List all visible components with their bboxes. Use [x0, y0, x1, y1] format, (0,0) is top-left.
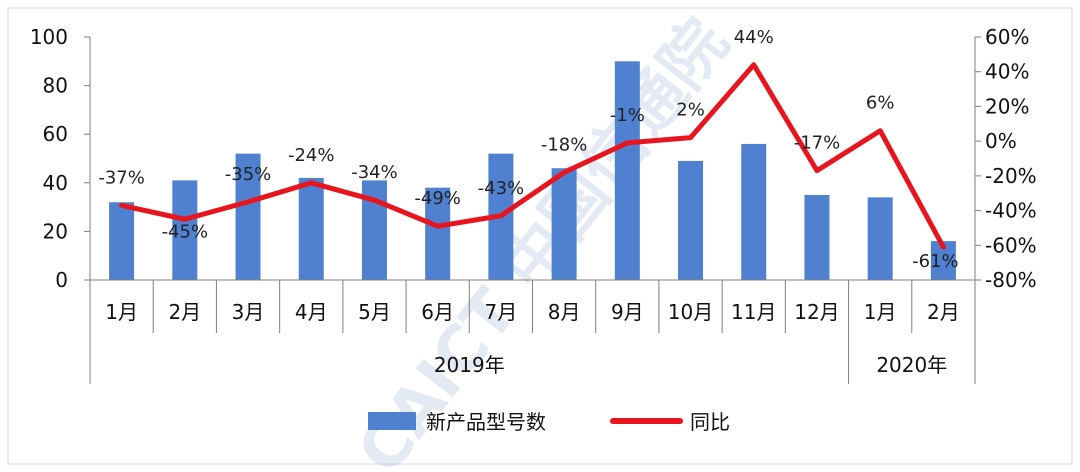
- legend: 新产品型号数 同比: [368, 410, 730, 434]
- x-tick-label-4: 5月: [358, 300, 391, 324]
- bar-series: [109, 61, 956, 280]
- x-group-label-1: 2020年: [876, 353, 947, 377]
- x-tick-label-0: 1月: [105, 300, 138, 324]
- x-tick-label-5: 6月: [421, 300, 454, 324]
- y-right-tick-label-0: -80%: [985, 268, 1037, 292]
- legend-label-bars: 新产品型号数: [426, 410, 546, 434]
- x-tick-label-8: 9月: [611, 300, 644, 324]
- data-label-3: -24%: [288, 145, 335, 166]
- axes: 0 20 40 60 80 100 -80% -60% -40% -20% 0% 20% 40% 60% 1…: [30, 25, 1037, 384]
- y-left-tick-label-5: 100: [30, 25, 68, 49]
- data-label-6: -43%: [478, 178, 525, 199]
- data-label-7: -18%: [541, 134, 588, 155]
- data-label-5: -49%: [414, 188, 461, 209]
- bar-2: [235, 153, 261, 280]
- y-right-tick-label-1: -60%: [985, 233, 1037, 257]
- legend-label-line: 同比: [690, 410, 730, 434]
- data-label-4: -34%: [351, 162, 398, 183]
- y-right-tick-label-7: 60%: [985, 25, 1029, 49]
- bar-12: [867, 197, 893, 280]
- line-series: [119, 62, 946, 250]
- data-label-0: -37%: [98, 167, 145, 188]
- bar-8: [614, 61, 640, 280]
- bar-5: [425, 187, 451, 280]
- y-right-tick-label-3: -20%: [985, 164, 1037, 188]
- data-label-9: 2%: [676, 100, 705, 121]
- x-tick-label-7: 8月: [548, 300, 581, 324]
- y-right-tick-label-2: -40%: [985, 199, 1037, 223]
- data-label-1: -45%: [162, 221, 209, 242]
- bar-3: [298, 177, 324, 280]
- data-label-13: -61%: [912, 251, 959, 272]
- bar-7: [551, 168, 577, 280]
- y-right-tick-label-5: 20%: [985, 94, 1029, 118]
- bar-1: [172, 180, 198, 280]
- x-tick-label-11: 12月: [794, 300, 839, 324]
- x-tick-label-1: 2月: [168, 300, 201, 324]
- legend-swatch-bars: [368, 412, 416, 430]
- data-labels: -37% -45% -35% -24% -34% -49% -43% -18% -1% 2% 44%…: [98, 27, 958, 272]
- y-left-tick-label-2: 40: [43, 171, 68, 195]
- x-tick-label-9: 10月: [668, 300, 713, 324]
- y-right-tick-label-6: 40%: [985, 60, 1029, 84]
- x-tick-label-6: 7月: [485, 300, 518, 324]
- bar-11: [804, 194, 830, 280]
- data-label-12: 6%: [866, 93, 895, 114]
- data-label-11: -17%: [794, 133, 841, 154]
- bar-0: [109, 202, 135, 280]
- y-left-tick-label-4: 80: [43, 74, 68, 98]
- x-tick-label-3: 4月: [295, 300, 328, 324]
- bar-10: [741, 143, 767, 280]
- x-tick-label-12: 1月: [864, 300, 897, 324]
- y-right-tick-label-4: 0%: [985, 129, 1017, 153]
- y-left-tick-label-1: 20: [43, 219, 68, 243]
- data-label-10: 44%: [734, 27, 774, 48]
- x-group-label-0: 2019年: [434, 353, 505, 377]
- x-tick-label-10: 11月: [731, 300, 776, 324]
- y-left-tick-label-0: 0: [55, 268, 68, 292]
- bar-9: [678, 160, 704, 280]
- data-label-8: -1%: [610, 105, 645, 126]
- y-left-tick-label-3: 60: [43, 122, 68, 146]
- x-tick-label-13: 2月: [927, 300, 960, 324]
- data-label-2: -35%: [225, 164, 272, 185]
- x-tick-label-2: 3月: [232, 300, 265, 324]
- series-line-yoy: [119, 62, 946, 250]
